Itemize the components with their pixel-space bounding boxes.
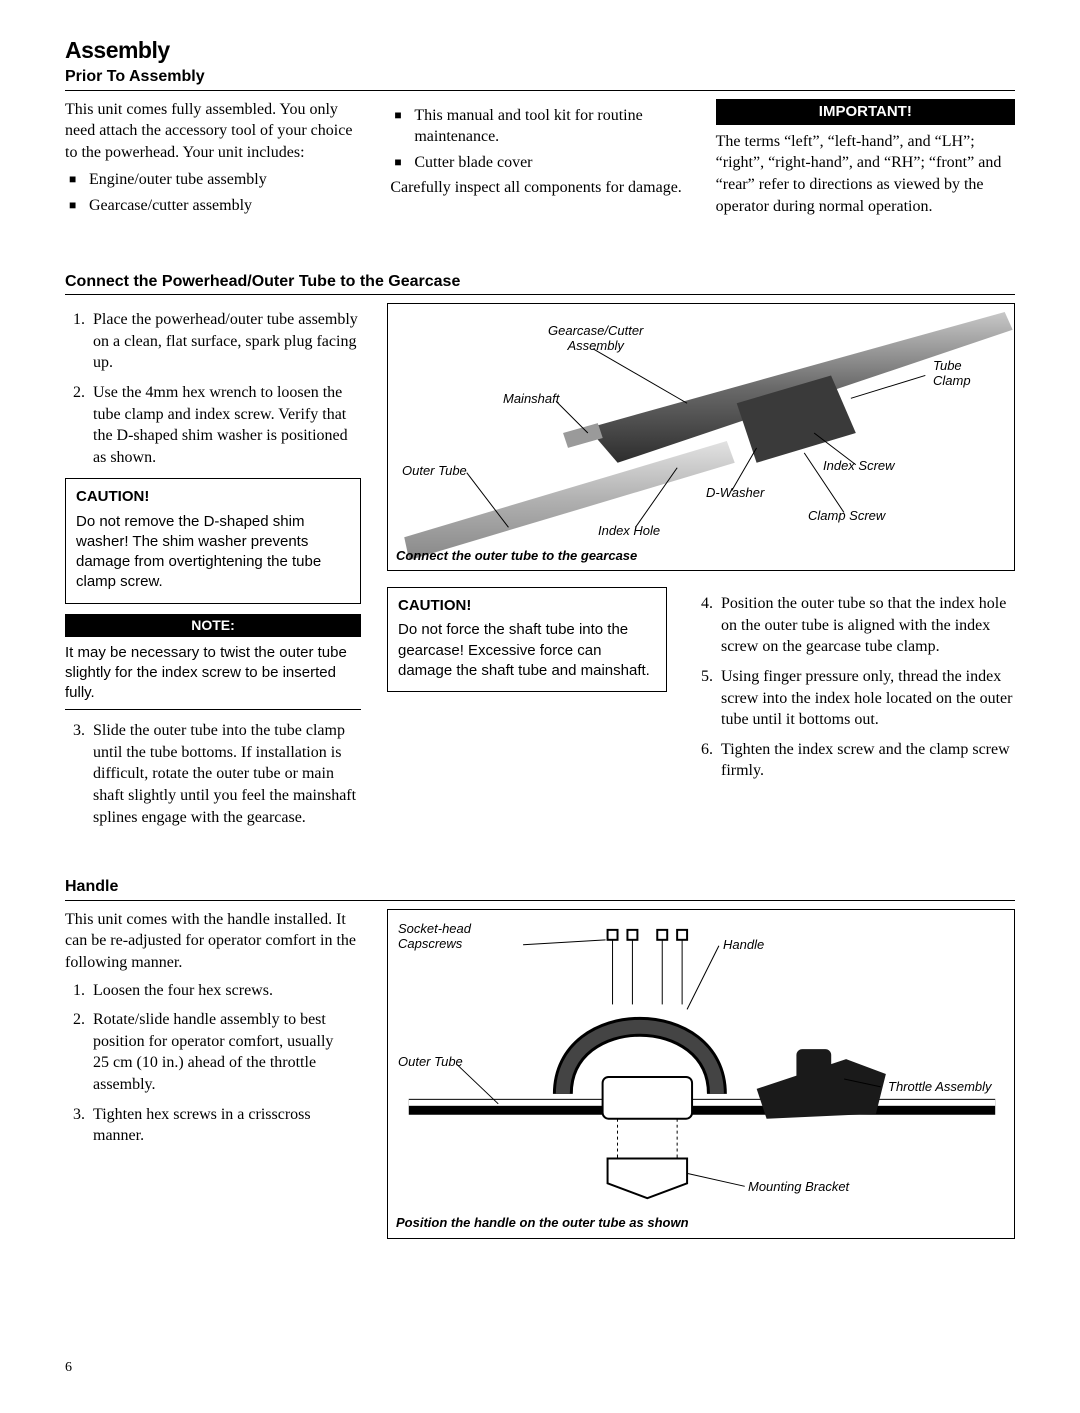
important-text: The terms “left”, “left-hand”, and “LH”;… (716, 131, 1015, 217)
caution-box: CAUTION! Do not force the shaft tube int… (387, 587, 667, 692)
prior-item: Engine/outer tube assembly (65, 169, 364, 191)
connect-heading: Connect the Powerhead/Outer Tube to the … (65, 271, 1015, 296)
prior-col1: This unit comes fully assembled. You onl… (65, 99, 364, 221)
page-title: Assembly (65, 35, 1015, 66)
fig-caption: Position the handle on the outer tube as… (396, 1214, 689, 1232)
fig-label-index-hole: Index Hole (598, 524, 660, 539)
fig-label-outer-tube: Outer Tube (402, 464, 467, 479)
note-text: It may be necessary to twist the outer t… (65, 637, 361, 711)
handle-intro: This unit comes with the handle installe… (65, 909, 361, 974)
connect-left-col: Place the powerhead/outer tube assembly … (65, 303, 361, 836)
handle-step: Rotate/slide handle assembly to best pos… (89, 1009, 361, 1095)
connect-step: Use the 4mm hex wrench to loosen the tub… (89, 382, 361, 468)
handle-heading: Handle (65, 876, 1015, 901)
fig-label-gearcase: Gearcase/CutterAssembly (548, 324, 643, 354)
note-banner: NOTE: (65, 614, 361, 637)
connect-step: Using finger pressure only, thread the i… (717, 666, 1015, 731)
prior-heading: Prior To Assembly (65, 66, 1015, 91)
fig-label-tube-clamp: TubeClamp (933, 359, 971, 389)
prior-item: Gearcase/cutter assembly (65, 195, 364, 217)
fig-label-mainshaft: Mainshaft (503, 392, 559, 407)
prior-inspect: Carefully inspect all components for dam… (390, 177, 689, 199)
page-number: 6 (65, 1359, 1015, 1378)
caution-text: Do not remove the D-shaped shim washer! … (76, 512, 350, 593)
prior-col3: IMPORTANT! The terms “left”, “left-hand”… (716, 99, 1015, 221)
handle-step: Tighten hex screws in a crisscross manne… (89, 1104, 361, 1147)
fig-label-throttle: Throttle Assembly (888, 1080, 992, 1095)
connect-step: Position the outer tube so that the inde… (717, 593, 1015, 658)
fig-label-outer-tube: Outer Tube (398, 1055, 463, 1070)
figure-handle: Socket-headCapscrews Handle Outer Tube T… (387, 909, 1015, 1239)
caution-box: CAUTION! Do not remove the D-shaped shim… (65, 478, 361, 603)
prior-intro: This unit comes fully assembled. You onl… (65, 99, 364, 164)
figure-gearcase: Gearcase/CutterAssembly Mainshaft Outer … (387, 303, 1015, 571)
connect-right-col: Gearcase/CutterAssembly Mainshaft Outer … (387, 303, 1015, 836)
caution-title: CAUTION! (76, 487, 350, 507)
prior-item: Cutter blade cover (390, 152, 689, 174)
fig-label-index-screw: Index Screw (823, 459, 895, 474)
handle-step: Loosen the four hex screws. (89, 980, 361, 1002)
important-banner: IMPORTANT! (716, 99, 1015, 125)
handle-left-col: This unit comes with the handle installe… (65, 909, 361, 1239)
prior-item: This manual and tool kit for routine mai… (390, 105, 689, 148)
prior-col2: This manual and tool kit for routine mai… (390, 99, 689, 221)
fig-label-handle: Handle (723, 938, 764, 953)
caution-title: CAUTION! (398, 596, 656, 616)
fig-label-bracket: Mounting Bracket (748, 1180, 849, 1195)
connect-step: Slide the outer tube into the tube clamp… (89, 720, 361, 828)
fig-caption: Connect the outer tube to the gearcase (396, 547, 637, 565)
fig-label-capscrews: Socket-headCapscrews (398, 922, 471, 952)
connect-step: Tighten the index screw and the clamp sc… (717, 739, 1015, 782)
caution-text: Do not force the shaft tube into the gea… (398, 620, 656, 681)
connect-step: Place the powerhead/outer tube assembly … (89, 309, 361, 374)
fig-label-clamp-screw: Clamp Screw (808, 509, 885, 524)
fig-label-d-washer: D-Washer (706, 486, 764, 501)
